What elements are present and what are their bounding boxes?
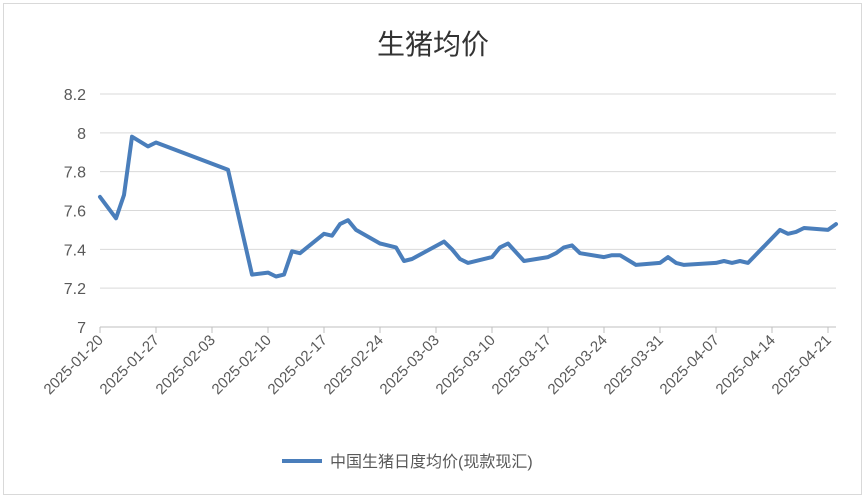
y-tick-label: 7.8	[64, 165, 86, 182]
x-tick-label: 2025-01-20	[41, 332, 107, 398]
y-tick-label: 7.6	[64, 204, 86, 221]
y-axis: 7 7.2 7.4 7.6 7.8 8 8.2	[64, 87, 86, 337]
x-tick-label: 2025-02-24	[321, 332, 387, 398]
x-tick-label: 2025-03-24	[545, 332, 611, 398]
y-tick-label: 7.2	[64, 281, 86, 298]
y-tick-label: 8	[77, 126, 86, 143]
x-tick-label: 2025-04-14	[713, 332, 779, 398]
x-tick-label: 2025-03-17	[489, 332, 555, 398]
x-tick-label: 2025-03-31	[601, 332, 667, 398]
x-tick-label: 2025-03-10	[433, 332, 499, 398]
x-tick-label: 2025-04-07	[657, 332, 723, 398]
chart-title: 生猪均价	[377, 29, 489, 60]
series-line	[98, 134, 838, 279]
legend: 中国生猪日度均价(现款现汇)	[282, 453, 533, 471]
x-tick-label: 2025-02-10	[209, 332, 275, 398]
gridlines	[100, 93, 836, 289]
x-tick-label: 2025-02-03	[153, 332, 219, 398]
y-tick-label: 7.4	[64, 242, 86, 259]
x-tick-label: 2025-03-03	[377, 332, 443, 398]
x-axis: 2025-01-202025-01-272025-02-032025-02-10…	[41, 326, 836, 398]
y-tick-label: 7	[77, 320, 86, 337]
x-tick-label: 2025-04-21	[769, 332, 835, 398]
series-group	[98, 134, 838, 279]
x-tick-label: 2025-02-17	[265, 332, 331, 398]
chart-frame	[3, 3, 862, 495]
legend-label: 中国生猪日度均价(现款现汇)	[330, 453, 533, 471]
y-tick-label: 8.2	[64, 87, 86, 104]
x-tick-label: 2025-01-27	[97, 332, 163, 398]
